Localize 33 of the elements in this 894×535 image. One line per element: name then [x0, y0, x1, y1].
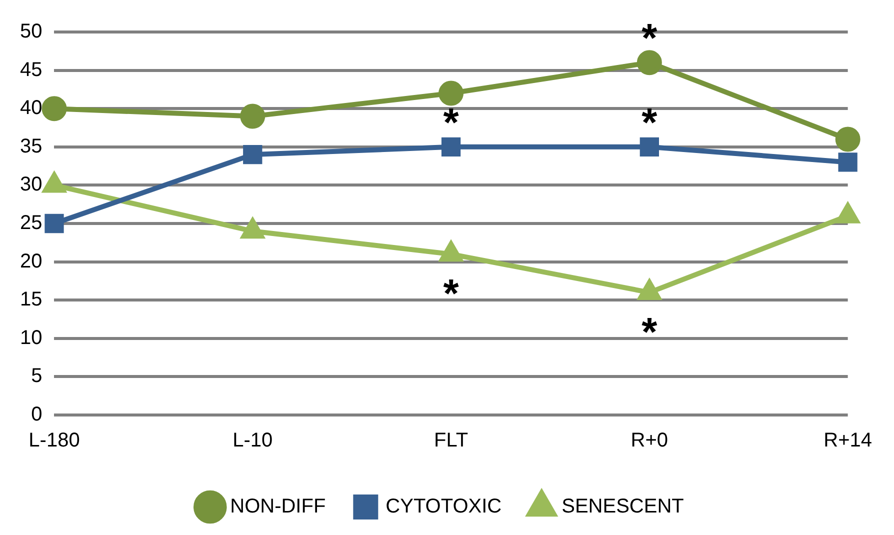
point — [835, 126, 860, 152]
y-tick-label: 25 — [20, 212, 42, 234]
point — [243, 144, 262, 164]
annotation: * — [443, 100, 460, 145]
y-tick-label: 10 — [20, 326, 42, 349]
point — [42, 96, 67, 122]
y-tick-label: 50 — [20, 20, 42, 43]
y-tick-label: 30 — [20, 174, 42, 196]
point — [438, 80, 464, 106]
y-tick-label: 40 — [20, 97, 42, 120]
point — [640, 137, 659, 156]
point — [838, 152, 858, 172]
annotation: * — [642, 16, 658, 61]
x-tick-label: R+0 — [630, 430, 668, 452]
annotation: * — [642, 100, 658, 145]
legend-label: CYTOTOXIC — [386, 496, 502, 518]
annotation: * — [443, 272, 460, 316]
annotation: * — [642, 310, 658, 354]
x-tick-label: L-10 — [232, 430, 273, 452]
legend-label: NON-DIFF — [230, 496, 326, 518]
y-tick-label: 35 — [20, 135, 42, 158]
y-tick-label: 45 — [20, 58, 42, 81]
y-tick-label: 15 — [20, 288, 42, 311]
y-tick-label: 0 — [31, 404, 42, 426]
x-tick-label: L-180 — [28, 430, 80, 452]
y-tick-label: 5 — [31, 365, 42, 388]
y-tick-label: 20 — [20, 250, 42, 272]
point — [240, 104, 266, 129]
x-tick-label: FLT — [434, 430, 468, 452]
point — [441, 137, 461, 156]
legend-label: SENESCENT — [562, 496, 684, 518]
x-tick-label: R+14 — [824, 430, 872, 452]
point — [636, 50, 662, 76]
